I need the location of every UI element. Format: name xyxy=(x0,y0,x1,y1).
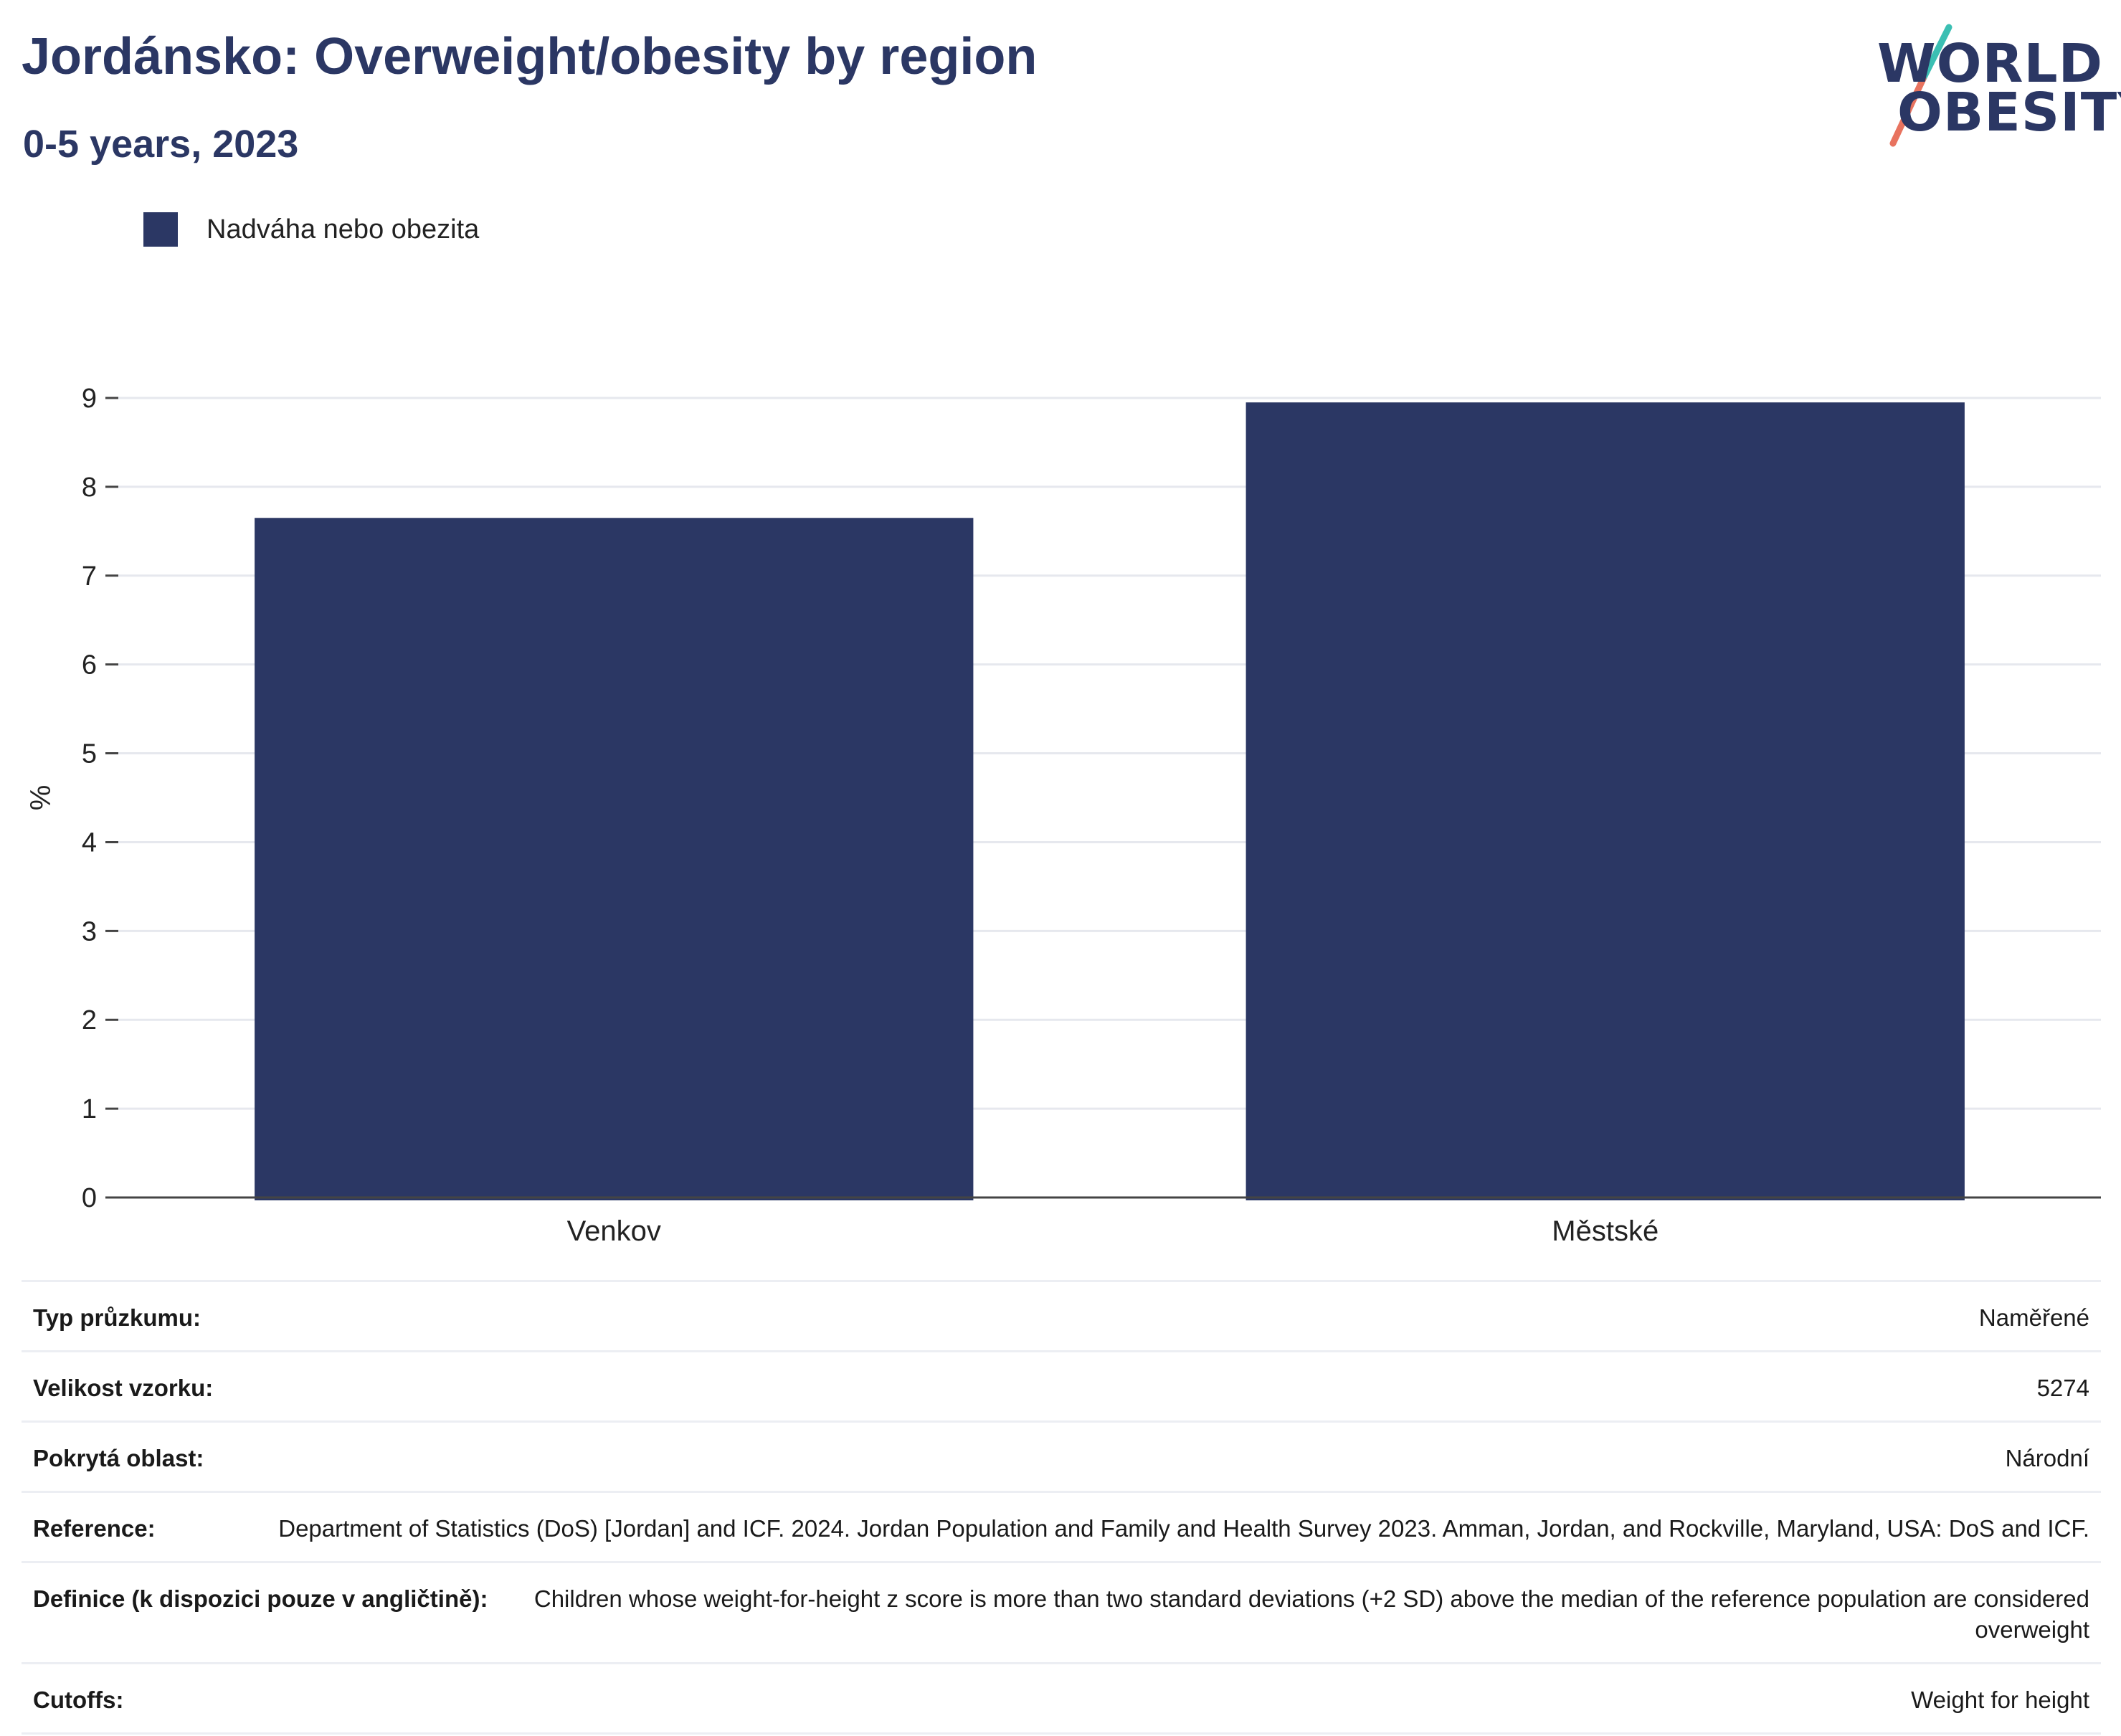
y-tick-label: 9 xyxy=(82,384,97,414)
y-tick-label: 6 xyxy=(82,650,97,680)
legend: Nadváha nebo obezita xyxy=(143,212,479,247)
metadata-row: Definice (k dispozici pouze v angličtině… xyxy=(22,1561,2101,1662)
x-tick-label: Městské xyxy=(1552,1215,1659,1247)
y-tick-label: 7 xyxy=(82,561,97,592)
metadata-table: Typ průzkumu: Naměřené Velikost vzorku: 527… xyxy=(22,1280,2101,1735)
y-tick-label: 3 xyxy=(82,916,97,947)
chart-title: Jordánsko: Overweight/obesity by region xyxy=(22,28,1038,85)
metadata-key: Cutoffs: xyxy=(33,1687,124,1713)
metadata-key: Pokrytá oblast: xyxy=(33,1445,204,1471)
y-tick-label: 5 xyxy=(82,739,97,769)
metadata-value: Department of Statistics (DoS) [Jordan] … xyxy=(278,1515,2089,1542)
bar-2 xyxy=(1245,402,1965,1200)
metadata-value: Children whose weight-for-height z score… xyxy=(533,1585,2089,1643)
legend-label: Nadváha nebo obezita xyxy=(207,214,480,245)
y-tick-label: 1 xyxy=(82,1094,97,1124)
metadata-key: Reference: xyxy=(33,1515,156,1542)
logo-line-2: OBESITY xyxy=(1897,82,2121,143)
metadata-row: Velikost vzorku: 5274 xyxy=(22,1350,2101,1420)
logo-slash-icon xyxy=(1889,24,1952,147)
metadata-row: Cutoffs: Weight for height xyxy=(22,1662,2101,1735)
bar-1 xyxy=(255,518,974,1200)
y-tick-label: 2 xyxy=(82,1005,97,1035)
world-obesity-logo: WORLD OBESITY xyxy=(1864,22,2121,151)
legend-swatch xyxy=(143,212,178,247)
metadata-key: Typ průzkumu: xyxy=(33,1304,201,1331)
metadata-value: Národní xyxy=(2005,1445,2089,1471)
y-tick-label: 8 xyxy=(82,473,97,503)
y-tick-label: 4 xyxy=(82,827,97,858)
metadata-row: Typ průzkumu: Naměřené xyxy=(22,1280,2101,1350)
bar-chart: 0 1 2 3 4 5 6 7 8 9% Venkov Městské xyxy=(25,384,2101,1247)
metadata-row: Reference: Department of Statistics (DoS)… xyxy=(22,1491,2101,1561)
y-axis-label: % xyxy=(25,785,57,811)
x-tick-label: Venkov xyxy=(567,1215,661,1247)
metadata-key: Definice (k dispozici pouze v angličtině… xyxy=(33,1585,488,1612)
metadata-value: Naměřené xyxy=(1978,1304,2089,1331)
metadata-row: Pokrytá oblast: Národní xyxy=(22,1420,2101,1491)
metadata-value: Weight for height xyxy=(1911,1687,2089,1713)
metadata-key: Velikost vzorku: xyxy=(33,1375,214,1401)
chart-subtitle: 0-5 years, 2023 xyxy=(23,123,299,166)
y-tick-label: 0 xyxy=(82,1183,97,1213)
logo-line-1: WORLD xyxy=(1877,33,2104,95)
metadata-value: 5274 xyxy=(2036,1375,2089,1401)
